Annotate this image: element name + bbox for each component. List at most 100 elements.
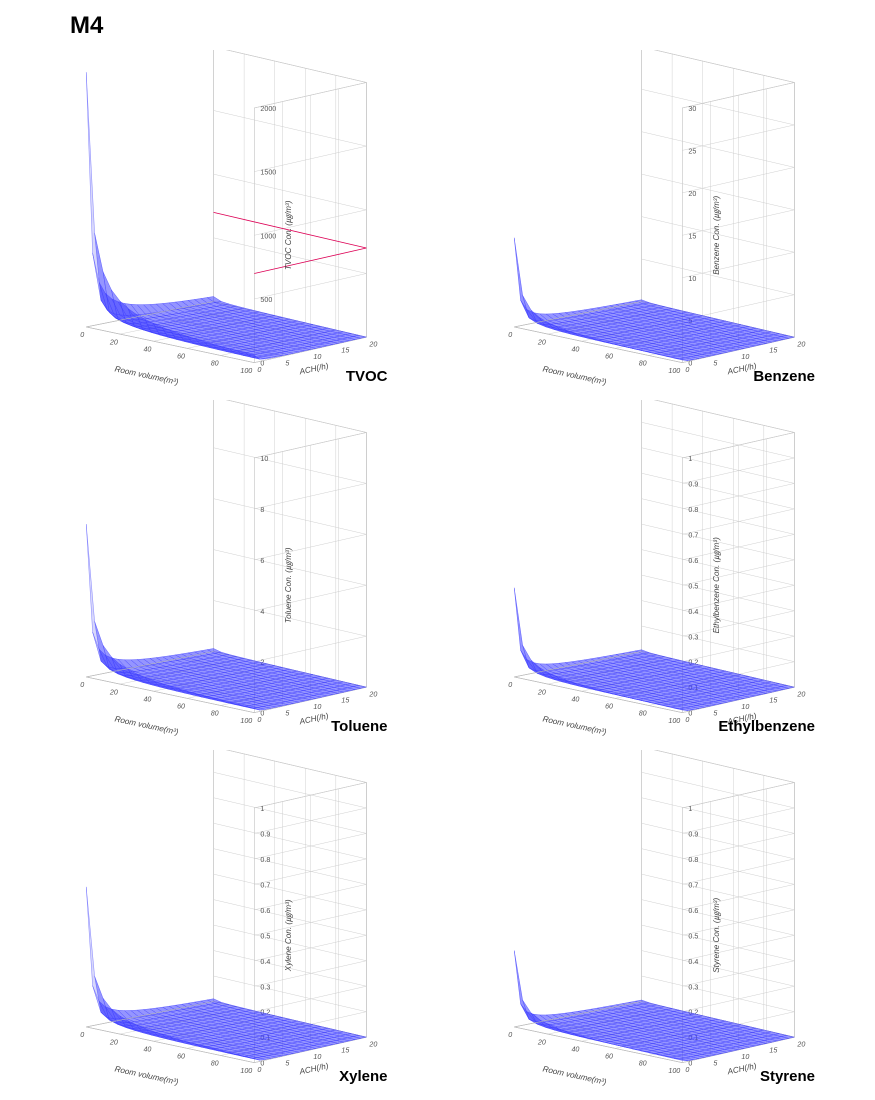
svg-text:15: 15 bbox=[769, 1047, 777, 1055]
svg-text:10: 10 bbox=[313, 1053, 321, 1061]
svg-text:40: 40 bbox=[143, 345, 151, 353]
svg-text:0.9: 0.9 bbox=[260, 830, 270, 838]
svg-text:20: 20 bbox=[368, 690, 377, 698]
chart-grid: 050010001500200002040608010005101520Room… bbox=[20, 50, 855, 1090]
svg-text:60: 60 bbox=[605, 1053, 613, 1061]
svg-text:20: 20 bbox=[536, 1038, 545, 1046]
svg-text:Ethylbenzene Con. (㎍/m³): Ethylbenzene Con. (㎍/m³) bbox=[711, 537, 720, 633]
svg-text:40: 40 bbox=[571, 695, 579, 703]
chart-ethylbenzene: 00.10.20.30.40.50.60.70.80.9102040608010… bbox=[448, 400, 856, 740]
svg-text:Room volume(m³): Room volume(m³) bbox=[541, 1064, 607, 1086]
svg-text:8: 8 bbox=[260, 506, 264, 514]
svg-text:5: 5 bbox=[285, 709, 289, 717]
svg-text:80: 80 bbox=[211, 1060, 219, 1068]
svg-text:80: 80 bbox=[211, 360, 219, 368]
svg-text:100: 100 bbox=[240, 1067, 252, 1075]
svg-text:20: 20 bbox=[109, 338, 118, 346]
svg-text:0: 0 bbox=[257, 716, 261, 724]
svg-text:0.3: 0.3 bbox=[688, 983, 698, 991]
svg-text:Room volume(m³): Room volume(m³) bbox=[114, 714, 180, 736]
svg-text:5: 5 bbox=[285, 359, 289, 367]
svg-text:15: 15 bbox=[769, 347, 777, 355]
svg-text:10: 10 bbox=[741, 1053, 749, 1061]
svg-text:0: 0 bbox=[685, 716, 689, 724]
svg-text:20: 20 bbox=[796, 690, 805, 698]
svg-text:10: 10 bbox=[741, 703, 749, 711]
svg-text:15: 15 bbox=[341, 697, 349, 705]
svg-text:10: 10 bbox=[688, 275, 696, 283]
svg-text:ACH(/h): ACH(/h) bbox=[298, 1061, 330, 1076]
chart-cell-ethylbenzene: 00.10.20.30.40.50.60.70.80.9102040608010… bbox=[448, 400, 856, 740]
svg-text:6: 6 bbox=[260, 557, 264, 565]
svg-text:40: 40 bbox=[571, 345, 579, 353]
svg-text:20: 20 bbox=[796, 340, 805, 348]
chart-benzene: 05101520253002040608010005101520Room vol… bbox=[448, 50, 856, 390]
svg-text:10: 10 bbox=[260, 455, 268, 463]
svg-text:0: 0 bbox=[257, 366, 261, 374]
chart-cell-xylene: 00.10.20.30.40.50.60.70.80.9102040608010… bbox=[20, 750, 428, 1090]
svg-text:5: 5 bbox=[285, 1059, 289, 1067]
svg-text:Benzene Con. (㎍/m³): Benzene Con. (㎍/m³) bbox=[711, 195, 720, 274]
chart-xylene: 00.10.20.30.40.50.60.70.80.9102040608010… bbox=[20, 750, 428, 1090]
svg-text:0: 0 bbox=[80, 1031, 84, 1039]
svg-text:4: 4 bbox=[260, 608, 264, 616]
svg-text:0.5: 0.5 bbox=[688, 932, 698, 940]
svg-text:0.6: 0.6 bbox=[688, 557, 698, 565]
svg-text:100: 100 bbox=[240, 367, 252, 375]
svg-text:0.4: 0.4 bbox=[260, 958, 270, 966]
svg-text:ACH(/h): ACH(/h) bbox=[725, 1061, 757, 1076]
svg-text:Styrene Con. (㎍/m³): Styrene Con. (㎍/m³) bbox=[711, 898, 720, 973]
svg-text:1: 1 bbox=[260, 805, 264, 813]
svg-text:20: 20 bbox=[796, 1040, 805, 1048]
svg-text:0.8: 0.8 bbox=[688, 506, 698, 514]
svg-text:100: 100 bbox=[668, 717, 680, 725]
chart-label-tvoc: TVOC bbox=[346, 368, 388, 385]
chart-toluene: 024681002040608010005101520Room volume(m… bbox=[20, 400, 428, 740]
svg-text:40: 40 bbox=[571, 1045, 579, 1053]
chart-cell-styrene: 00.10.20.30.40.50.60.70.80.9102040608010… bbox=[448, 750, 856, 1090]
svg-text:40: 40 bbox=[143, 695, 151, 703]
svg-text:0.8: 0.8 bbox=[688, 856, 698, 864]
svg-text:ACH(/h): ACH(/h) bbox=[298, 711, 330, 726]
chart-label-toluene: Toluene bbox=[331, 718, 387, 735]
svg-text:20: 20 bbox=[536, 688, 545, 696]
svg-text:15: 15 bbox=[769, 697, 777, 705]
svg-text:60: 60 bbox=[177, 703, 185, 711]
svg-text:10: 10 bbox=[313, 703, 321, 711]
svg-text:15: 15 bbox=[688, 232, 696, 240]
svg-text:100: 100 bbox=[668, 367, 680, 375]
svg-text:0: 0 bbox=[508, 331, 512, 339]
chart-label-styrene: Styrene bbox=[760, 1068, 815, 1085]
svg-text:5: 5 bbox=[713, 709, 717, 717]
svg-text:0.7: 0.7 bbox=[688, 881, 698, 889]
svg-text:60: 60 bbox=[177, 353, 185, 361]
svg-text:1: 1 bbox=[688, 455, 692, 463]
svg-text:80: 80 bbox=[211, 710, 219, 718]
svg-text:0.5: 0.5 bbox=[260, 932, 270, 940]
svg-text:20: 20 bbox=[368, 340, 377, 348]
svg-text:5: 5 bbox=[713, 1059, 717, 1067]
svg-text:80: 80 bbox=[638, 1060, 646, 1068]
svg-text:Xylene Con. (㎍/m³): Xylene Con. (㎍/m³) bbox=[284, 899, 293, 972]
svg-text:20: 20 bbox=[109, 688, 118, 696]
svg-text:0.7: 0.7 bbox=[260, 881, 270, 889]
svg-text:60: 60 bbox=[605, 353, 613, 361]
svg-text:0.5: 0.5 bbox=[688, 582, 698, 590]
chart-tvoc: 050010001500200002040608010005101520Room… bbox=[20, 50, 428, 390]
chart-styrene: 00.10.20.30.40.50.60.70.80.9102040608010… bbox=[448, 750, 856, 1090]
chart-cell-tvoc: 050010001500200002040608010005101520Room… bbox=[20, 50, 428, 390]
svg-text:15: 15 bbox=[341, 1047, 349, 1055]
svg-text:1: 1 bbox=[688, 805, 692, 813]
svg-text:2000: 2000 bbox=[260, 105, 276, 113]
svg-text:25: 25 bbox=[688, 147, 696, 155]
svg-text:60: 60 bbox=[605, 703, 613, 711]
svg-text:0: 0 bbox=[257, 1066, 261, 1074]
chart-label-ethylbenzene: Ethylbenzene bbox=[718, 718, 815, 735]
chart-cell-toluene: 024681002040608010005101520Room volume(m… bbox=[20, 400, 428, 740]
svg-text:0.6: 0.6 bbox=[688, 907, 698, 915]
svg-text:10: 10 bbox=[741, 353, 749, 361]
svg-text:0.9: 0.9 bbox=[688, 480, 698, 488]
svg-text:0.7: 0.7 bbox=[688, 531, 698, 539]
svg-text:0.8: 0.8 bbox=[260, 856, 270, 864]
svg-text:0.3: 0.3 bbox=[688, 633, 698, 641]
